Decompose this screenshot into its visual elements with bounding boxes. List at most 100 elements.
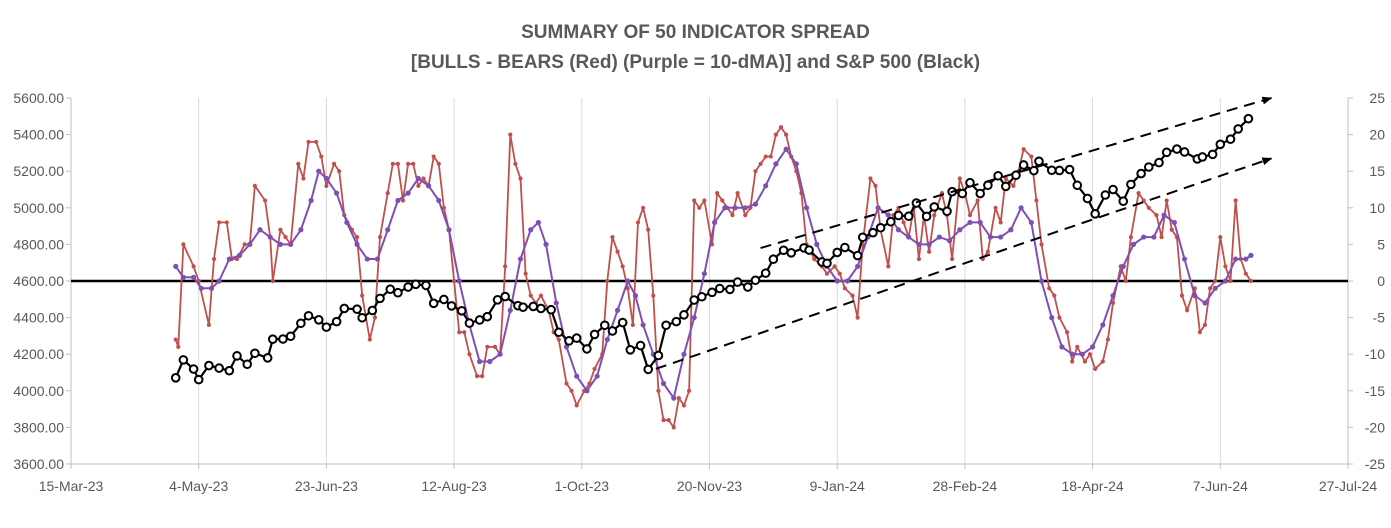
data-point — [873, 183, 878, 188]
data-point — [1171, 219, 1177, 226]
data-point — [410, 279, 421, 290]
y-right-tick-label: -25 — [1365, 456, 1385, 472]
data-point — [441, 205, 446, 210]
data-point — [513, 161, 518, 166]
data-point — [1136, 168, 1146, 179]
data-point — [1207, 149, 1218, 160]
data-point — [421, 280, 431, 291]
data-point — [357, 312, 367, 323]
data-point — [283, 234, 288, 240]
data-point — [653, 350, 664, 361]
data-point — [1197, 152, 1208, 162]
x-tick-label: 20-Nov-23 — [677, 478, 743, 494]
data-point — [607, 326, 618, 336]
data-point — [1169, 227, 1174, 232]
data-point — [651, 293, 656, 298]
data-point — [750, 275, 761, 286]
data-point — [321, 322, 332, 332]
data-point — [263, 198, 268, 203]
y-right-tick-label: 25 — [1369, 90, 1385, 106]
data-point — [523, 271, 528, 276]
data-point — [267, 334, 278, 344]
data-point — [395, 161, 401, 166]
data-point — [234, 256, 240, 262]
data-point — [439, 294, 449, 305]
y-right-tick-label: 20 — [1369, 127, 1385, 143]
data-point — [735, 191, 740, 196]
data-point — [270, 278, 275, 284]
data-point — [446, 227, 452, 233]
data-point — [1161, 147, 1172, 158]
data-point — [1159, 234, 1164, 240]
data-point — [1105, 337, 1111, 342]
data-point — [1003, 176, 1008, 181]
data-point — [763, 183, 769, 189]
data-point — [1146, 205, 1151, 210]
data-point — [743, 282, 753, 292]
data-point — [926, 241, 932, 247]
data-point — [1233, 124, 1243, 134]
data-point — [323, 175, 329, 182]
y-left-tick-label: 5200.00 — [13, 163, 64, 179]
data-point — [1108, 184, 1118, 195]
data-point — [824, 271, 830, 276]
data-point — [303, 310, 314, 321]
data-point — [1233, 198, 1238, 203]
data-point — [778, 245, 789, 256]
data-point — [1192, 293, 1198, 299]
data-point — [832, 247, 843, 258]
data-point — [660, 380, 667, 387]
data-point — [906, 234, 912, 240]
data-point — [615, 249, 620, 254]
data-point — [778, 125, 784, 130]
data-point — [661, 320, 671, 331]
data-point — [474, 374, 480, 379]
data-point — [632, 293, 639, 299]
data-point — [697, 291, 707, 302]
data-point — [1075, 344, 1080, 349]
data-point — [1136, 191, 1141, 196]
data-point — [617, 317, 628, 328]
data-point — [725, 284, 735, 295]
data-point — [852, 250, 863, 261]
data-point — [296, 318, 306, 329]
data-point — [1021, 147, 1026, 152]
data-point — [784, 132, 789, 137]
chart-subtitle: [BULLS - BEARS (Red) (Purple = 10-dMA)] … — [410, 52, 981, 73]
data-point — [671, 425, 676, 430]
data-point — [1047, 286, 1052, 291]
data-point — [927, 249, 932, 254]
data-point — [977, 219, 983, 226]
data-point — [385, 227, 391, 233]
y-left-tick-label: 5400.00 — [13, 127, 64, 143]
data-point — [1029, 154, 1034, 159]
data-point — [314, 139, 319, 145]
data-point — [208, 285, 215, 291]
data-point — [1118, 196, 1129, 207]
data-point — [1164, 198, 1169, 203]
data-point — [875, 205, 881, 211]
data-point — [257, 227, 263, 233]
annotation-layer — [655, 96, 1273, 370]
data-point — [176, 344, 181, 349]
data-point — [518, 176, 523, 181]
data-point — [720, 198, 725, 203]
data-point — [457, 330, 462, 335]
data-point — [932, 213, 937, 218]
data-point — [308, 197, 314, 204]
data-point — [921, 211, 932, 222]
data-point — [681, 351, 687, 357]
data-point — [803, 205, 810, 211]
y-right-tick-label: 0 — [1377, 273, 1385, 289]
data-point — [500, 291, 510, 302]
data-point — [793, 161, 799, 167]
data-point — [901, 220, 906, 225]
data-point — [1011, 183, 1016, 188]
data-point — [1130, 241, 1137, 247]
data-point — [298, 227, 304, 233]
data-point — [773, 132, 779, 137]
data-point — [855, 315, 860, 320]
data-point — [354, 234, 360, 240]
data-point — [1046, 165, 1057, 176]
